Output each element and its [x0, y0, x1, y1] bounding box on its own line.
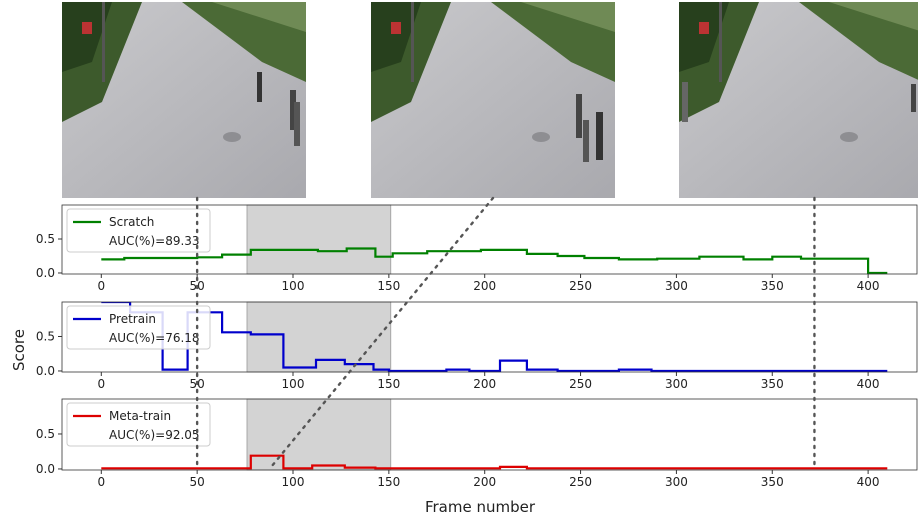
plot-frame: [61, 398, 918, 471]
legend-box: [66, 208, 211, 253]
x-tick-label: 400: [857, 475, 880, 489]
legend-annotation: AUC(%)=89.33: [109, 234, 200, 248]
x-tick-label: 50: [190, 475, 205, 489]
x-tick-label: 250: [569, 279, 592, 293]
x-tick-label: 400: [857, 377, 880, 391]
shaded-span: [246, 204, 392, 275]
y-tick-label: 0.5: [36, 427, 55, 441]
x-tick-label: 250: [569, 377, 592, 391]
legend-box: [66, 305, 211, 350]
legend-box: [66, 402, 211, 447]
x-tick-label: 0: [97, 475, 105, 489]
x-tick-label: 200: [473, 279, 496, 293]
legend-label: Meta-train: [109, 409, 171, 423]
x-tick-label: 300: [665, 279, 688, 293]
x-tick-label: 300: [665, 475, 688, 489]
y-tick-label: 0.0: [36, 266, 55, 280]
legend-label: Pretrain: [109, 312, 156, 326]
x-tick-label: 350: [761, 279, 784, 293]
x-axis-label: Frame number: [425, 498, 536, 516]
y-tick-label: 0.0: [36, 462, 55, 476]
x-tick-label: 300: [665, 377, 688, 391]
frame-image: [62, 2, 306, 198]
x-tick-label: 350: [761, 377, 784, 391]
x-tick-label: 100: [282, 377, 305, 391]
x-tick-label: 100: [282, 279, 305, 293]
x-tick-label: 0: [97, 377, 105, 391]
frame-image: [679, 2, 918, 198]
y-tick-label: 0.0: [36, 364, 55, 378]
x-tick-label: 0: [97, 279, 105, 293]
y-axis-label: Score: [10, 329, 28, 371]
y-tick-label: 0.5: [36, 232, 55, 246]
x-tick-label: 250: [569, 475, 592, 489]
legend-annotation: AUC(%)=76.18: [109, 331, 200, 345]
series-line: [101, 247, 888, 274]
x-tick-label: 400: [857, 279, 880, 293]
x-tick-label: 150: [377, 279, 400, 293]
series-line: [101, 454, 888, 470]
x-tick-label: 200: [473, 377, 496, 391]
x-tick-label: 150: [377, 475, 400, 489]
x-tick-label: 150: [377, 377, 400, 391]
plot-frame: [61, 301, 918, 373]
x-tick-label: 200: [473, 475, 496, 489]
y-tick-label: 0.5: [36, 329, 55, 343]
frame-marker: [270, 196, 495, 468]
x-tick-label: 100: [282, 475, 305, 489]
shaded-span: [246, 301, 392, 373]
legend-label: Scratch: [109, 215, 154, 229]
frame-image: [371, 2, 615, 198]
shaded-span: [246, 398, 392, 471]
legend-annotation: AUC(%)=92.05: [109, 428, 200, 442]
plot-frame: [61, 204, 918, 275]
series-line: [101, 302, 888, 372]
x-tick-label: 350: [761, 475, 784, 489]
